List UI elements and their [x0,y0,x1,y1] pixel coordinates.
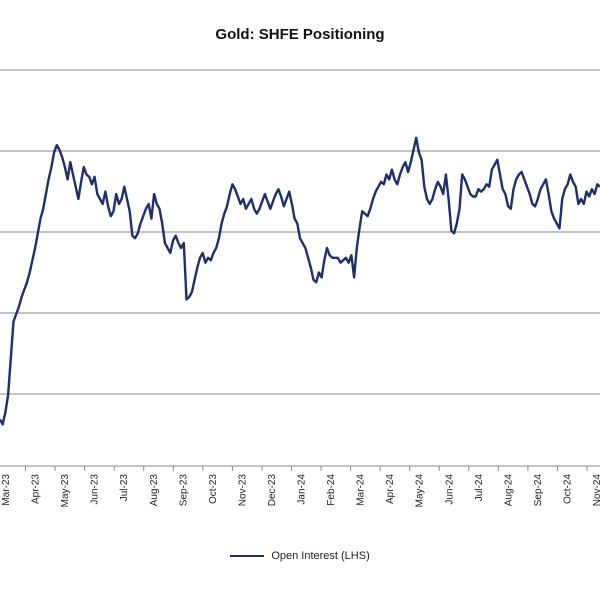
x-tick-label: Feb-24 [326,474,337,506]
x-tick-label: Sep-24 [533,474,544,507]
x-tick-label: Mar-23 [1,474,12,506]
x-tick-label: Mar-24 [356,474,367,506]
x-tick-label: Oct-24 [562,474,573,504]
chart-title: Gold: SHFE Positioning [215,26,385,43]
x-tick-label: Nov-24 [592,474,600,507]
x-tick-label: Jun-24 [444,474,455,505]
x-tick-label: Dec-23 [267,474,278,507]
x-tick-label: Jul-24 [474,474,485,502]
x-tick-label: Aug-23 [149,474,160,507]
legend-label-open-interest: Open Interest (LHS) [271,550,370,562]
x-tick-label: Apr-24 [385,474,396,504]
x-tick-label: Oct-23 [208,474,219,504]
legend-swatch [230,555,265,558]
x-tick-label: Aug-24 [503,474,514,507]
x-tick-label: Apr-23 [31,474,42,504]
legend: Open Interest (LHS) [0,550,600,562]
series-line-open-interest [0,136,600,426]
x-tick-label: Nov-23 [237,474,248,507]
x-tick-label: Jul-23 [119,474,130,502]
x-tick-labels: Mar-23 Apr-23 May-23 Jun-23 Jul-23 Aug-23 Sep-… [1,466,600,508]
x-tick-label: May-23 [60,474,71,508]
x-tick-label: May-24 [415,474,426,508]
x-tick-label: Jun-23 [90,474,101,505]
x-tick-label: Sep-23 [178,474,189,507]
x-tick-label: Jan-24 [297,474,308,505]
